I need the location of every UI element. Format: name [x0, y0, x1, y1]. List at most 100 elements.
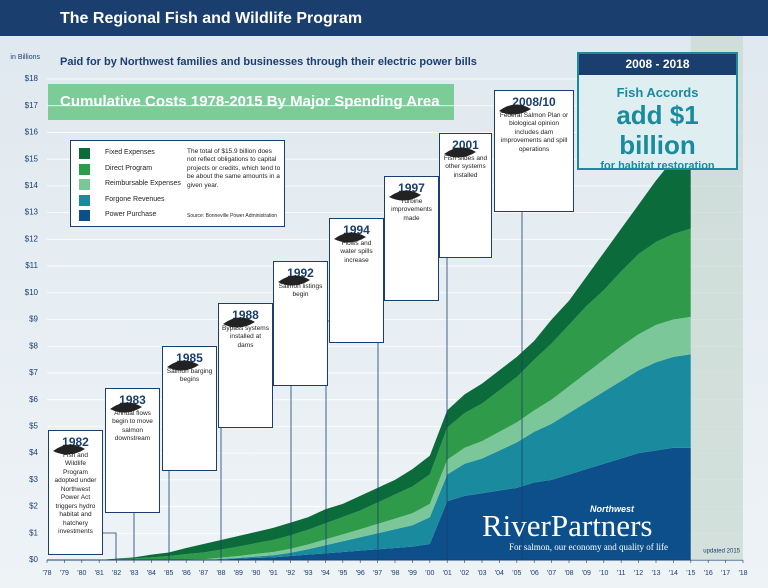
- legend-swatch: [79, 163, 90, 175]
- legend-swatch: [79, 148, 90, 159]
- legend-label: Fixed Expenses: [105, 149, 155, 156]
- annotation-text: Fish and Wildlife Program adopted under …: [54, 452, 97, 535]
- x-tick-label: '83: [129, 570, 138, 577]
- x-tick-label: '93: [303, 570, 312, 577]
- annotation-icon: [444, 147, 476, 158]
- annotation-icon: [499, 104, 531, 115]
- legend: Fixed Expenses Direct Program Reimbursable…: [70, 140, 285, 227]
- annotation-icon: [334, 232, 366, 243]
- y-tick-label: $17: [25, 101, 39, 110]
- legend-swatch: [79, 179, 90, 190]
- x-tick-label: '13: [651, 570, 660, 577]
- x-tick-label: '91: [269, 570, 278, 577]
- annotation-box: 1994 Flows and water spills increase: [329, 218, 384, 343]
- legend-source: Source: Bonneville Power Administration: [187, 213, 278, 219]
- x-tick-label: '79: [60, 570, 69, 577]
- x-tick-label: '12: [634, 570, 643, 577]
- y-tick-label: $11: [25, 261, 38, 270]
- y-tick-label: $8: [29, 341, 38, 350]
- x-tick-label: '06: [530, 570, 539, 577]
- area: [47, 354, 691, 560]
- accords-line1: Fish Accords: [616, 85, 699, 100]
- legend-label: Direct Program: [105, 164, 153, 172]
- y-tick-label: $10: [25, 288, 39, 297]
- x-tick-label: '85: [164, 570, 173, 577]
- annotation-text: Fish slides and other systems installed: [443, 155, 488, 179]
- x-tick-label: '08: [564, 570, 573, 577]
- x-tick-label: '05: [512, 570, 521, 577]
- x-tick-label: '11: [617, 570, 626, 577]
- y-tick-label: $0: [29, 555, 38, 564]
- chart-title: Cumulative Costs 1978-2015 By Major Spen…: [60, 93, 440, 110]
- icon-shape: [167, 360, 199, 371]
- x-tick-label: '01: [443, 570, 452, 577]
- annotation-icon: [223, 317, 255, 328]
- annotation-text: Bypass systems installed at dams: [222, 325, 269, 349]
- x-tick-label: '97: [373, 570, 382, 577]
- annotation-box: 1988 Bypass systems installed at dams: [218, 303, 273, 428]
- icon-shape: [110, 402, 142, 413]
- annotation-box: 1982 Fish and Wildlife Program adopted un…: [48, 430, 103, 555]
- x-tick-label: '04: [495, 570, 504, 577]
- x-tick-label: '90: [251, 570, 260, 577]
- annotation-icon: [389, 190, 421, 201]
- header-bar: [0, 0, 768, 36]
- icon-shape: [53, 444, 85, 455]
- y-tick-label: $2: [29, 502, 38, 511]
- icon-shape: [278, 275, 310, 286]
- accords-line3: for habitat restoration: [600, 160, 715, 172]
- annotation-text: Turbine improvements made: [391, 198, 432, 222]
- legend-label: Forgone Revenues: [105, 195, 165, 203]
- area: [47, 447, 691, 560]
- annotation-box: 1983 Annual flows begin to move salmon do…: [105, 388, 160, 513]
- x-tick-label: '02: [460, 570, 469, 577]
- x-tick-label: '82: [112, 570, 121, 577]
- x-tick-label: '89: [234, 570, 243, 577]
- x-tick-label: '16: [704, 570, 713, 577]
- icon-shape: [444, 147, 476, 158]
- legend-label: Reimbursable Expenses: [105, 180, 181, 187]
- x-tick-label: '98: [390, 570, 399, 577]
- y-tick-label: $14: [25, 181, 39, 190]
- accords-period: 2008 - 2018: [579, 54, 736, 75]
- y-tick-label: $12: [25, 234, 39, 243]
- annotation-box: 1997 Turbine improvements made: [384, 176, 439, 301]
- x-tick-label: '88: [216, 570, 225, 577]
- annotation-icon: [53, 444, 85, 455]
- legend-label: Power Purchase: [105, 211, 157, 218]
- y-tick-label: $4: [29, 448, 38, 457]
- x-tick-label: '17: [721, 570, 730, 577]
- y-tick-label: $9: [29, 315, 38, 324]
- x-tick-label: '00: [425, 570, 434, 577]
- annotation-icon: [167, 360, 199, 371]
- y-tick-label: $13: [25, 208, 39, 217]
- icon-shape: [223, 317, 255, 328]
- y-tick-label: $5: [29, 421, 38, 430]
- y-tick-label: $3: [29, 475, 38, 484]
- annotation-box: 1985 Salmon barging begins: [162, 346, 217, 471]
- y-axis-label: in Billions: [10, 54, 40, 61]
- annotation-icon: [278, 275, 310, 286]
- x-tick-label: '86: [182, 570, 191, 577]
- annotation-text: Federal Salmon Plan or biological opinio…: [499, 112, 569, 153]
- x-tick-label: '07: [547, 570, 556, 577]
- icon-shape: [334, 232, 366, 243]
- y-tick-label: $16: [25, 128, 39, 137]
- x-tick-label: '95: [338, 570, 347, 577]
- title-band: [48, 84, 454, 120]
- x-tick-label: '99: [408, 570, 417, 577]
- annotation-box: 1992 Salmon listings begin: [273, 261, 328, 386]
- annotation-text: Salmon barging begins: [166, 368, 213, 384]
- x-tick-label: '94: [321, 570, 330, 577]
- x-tick-label: '96: [356, 570, 365, 577]
- x-tick-label: '80: [77, 570, 86, 577]
- y-tick-label: $18: [25, 74, 39, 83]
- legend-swatch: [79, 194, 90, 206]
- icon-shape: [499, 104, 531, 115]
- x-tick-label: '81: [95, 570, 104, 577]
- x-tick-label: '84: [147, 570, 156, 577]
- annotation-text: Salmon listings begin: [278, 283, 323, 299]
- x-tick-label: '14: [669, 570, 678, 577]
- x-tick-label: '87: [199, 570, 208, 577]
